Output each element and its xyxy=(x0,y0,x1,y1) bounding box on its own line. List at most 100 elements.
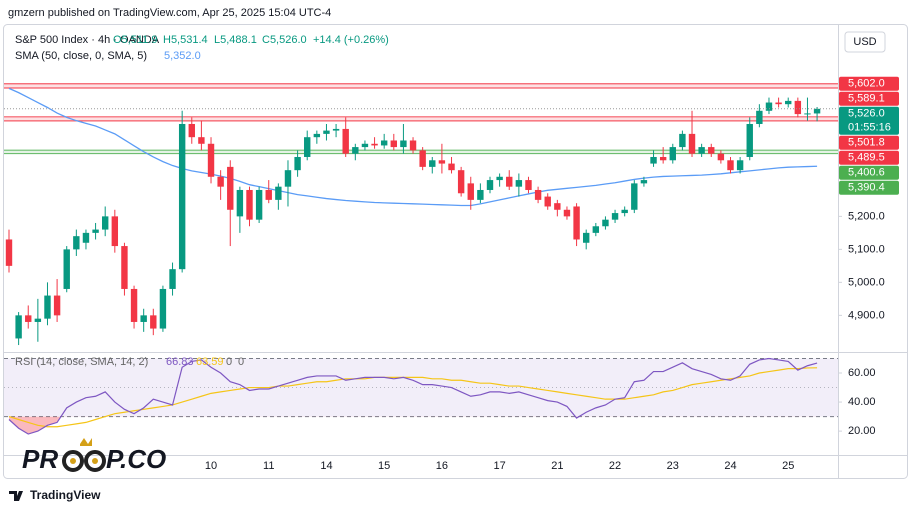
price-pane xyxy=(4,83,838,346)
price-label: 5,400.6 xyxy=(848,167,885,179)
candle-body xyxy=(207,143,215,177)
candle-body xyxy=(429,160,436,167)
chart-frame xyxy=(3,24,908,479)
price-label: 5,602.0 xyxy=(848,78,885,90)
candle-body xyxy=(554,203,561,210)
candle-body xyxy=(53,295,61,316)
candle-body xyxy=(477,189,484,200)
x-tick-label: 25 xyxy=(782,460,794,472)
x-tick-label: 23 xyxy=(667,460,679,472)
footer: TradingView xyxy=(30,488,101,502)
candle-body xyxy=(169,269,176,289)
rsi-extra: 0 xyxy=(238,356,244,368)
candle-body xyxy=(631,183,638,210)
logo-eye xyxy=(62,450,84,472)
candle-body xyxy=(361,143,369,148)
logo-pupil xyxy=(92,458,98,464)
currency-button[interactable] xyxy=(844,31,886,53)
x-tick-label: 16 xyxy=(436,460,448,472)
candle-body xyxy=(342,128,349,154)
candle-body xyxy=(785,100,792,105)
tv-logo xyxy=(9,491,23,501)
candle-body xyxy=(92,229,99,233)
candle-body xyxy=(544,196,551,207)
candle-body xyxy=(679,133,686,148)
candle-body xyxy=(573,206,580,240)
candle-body xyxy=(708,147,715,154)
candle-body xyxy=(717,153,725,161)
logo-pupil xyxy=(70,458,76,464)
candle-body xyxy=(246,189,253,220)
sma-line xyxy=(8,87,818,207)
y-tick-label: 5,000.0 xyxy=(848,276,885,288)
candle-body xyxy=(669,147,676,161)
candle-body xyxy=(34,318,42,322)
logo-eye xyxy=(84,450,106,472)
x-tick-label: 24 xyxy=(724,460,736,472)
candle-body xyxy=(515,180,523,187)
candle-body xyxy=(82,232,90,243)
candle-body xyxy=(63,249,70,289)
watermark-right: P.CO xyxy=(106,444,166,474)
candle-body xyxy=(150,315,157,329)
candle-body xyxy=(583,232,590,243)
sma-legend: SMA (50, close, 0, SMA, 5) xyxy=(15,50,147,62)
candle-body xyxy=(323,130,330,134)
price-label: 5,390.4 xyxy=(848,182,885,194)
candle-body xyxy=(775,102,782,105)
x-tick-label: 11 xyxy=(263,460,274,472)
plot: 5,200.0 5,100.0 5,000.0 4,900.0 10 11 14 15 16 17… xyxy=(4,76,899,472)
candle-body xyxy=(765,102,773,111)
sma-value: 5,352.0 xyxy=(164,50,201,62)
ohlc-open: O5,511.9 xyxy=(113,34,157,46)
rsi-ma-value: 63.59 xyxy=(196,356,224,368)
price-label: 5,589.1 xyxy=(848,93,885,105)
candle-body xyxy=(486,180,494,190)
candle-body xyxy=(804,113,811,115)
rsi-pane xyxy=(4,357,838,435)
candle-body xyxy=(255,189,263,220)
candle-body xyxy=(236,189,244,217)
candle-body xyxy=(756,110,763,124)
candle-body xyxy=(400,140,407,148)
candle-body xyxy=(746,123,753,157)
candle-body xyxy=(5,239,13,266)
y-tick-label: 5,100.0 xyxy=(848,243,885,255)
candle-body xyxy=(265,189,272,200)
y-tick-label: 5,200.0 xyxy=(848,210,885,222)
candle-body xyxy=(73,236,80,250)
price-label-bg xyxy=(839,91,899,106)
y-tick-label: 4,900.0 xyxy=(848,309,885,321)
candle-body xyxy=(130,288,138,322)
candle-body xyxy=(102,216,109,230)
candle-body xyxy=(227,166,234,210)
x-tick-label: 22 xyxy=(609,460,621,472)
candle-body xyxy=(457,170,465,194)
price-label-bg xyxy=(839,180,899,195)
candle-body xyxy=(506,176,513,187)
candle-body xyxy=(140,315,147,322)
candle-body xyxy=(688,133,696,154)
candle-body xyxy=(111,216,119,247)
x-tick-label: 17 xyxy=(493,460,505,472)
candle-body xyxy=(467,183,474,200)
candle-body xyxy=(659,156,667,161)
candle-body xyxy=(640,180,648,184)
candle-body xyxy=(592,226,600,233)
y-tick-label: 40.00 xyxy=(848,396,876,408)
candle-body xyxy=(15,315,22,339)
candle-body xyxy=(419,150,426,167)
logo-crown xyxy=(80,438,92,446)
price-label-bg xyxy=(839,150,899,165)
candle-body xyxy=(178,123,186,270)
candle-body xyxy=(525,180,532,190)
symbol-title: S&P 500 Index · 4h · OANDA xyxy=(15,34,160,46)
price-label: 5,501.8 xyxy=(848,137,885,149)
candle-body xyxy=(736,160,744,171)
watermark: PR P.CO xyxy=(22,438,166,474)
candle-body xyxy=(496,176,503,181)
candle-body xyxy=(198,137,205,144)
y-tick-label: 60.00 xyxy=(848,367,876,379)
candle-body xyxy=(438,160,446,164)
candle-body xyxy=(409,140,417,151)
